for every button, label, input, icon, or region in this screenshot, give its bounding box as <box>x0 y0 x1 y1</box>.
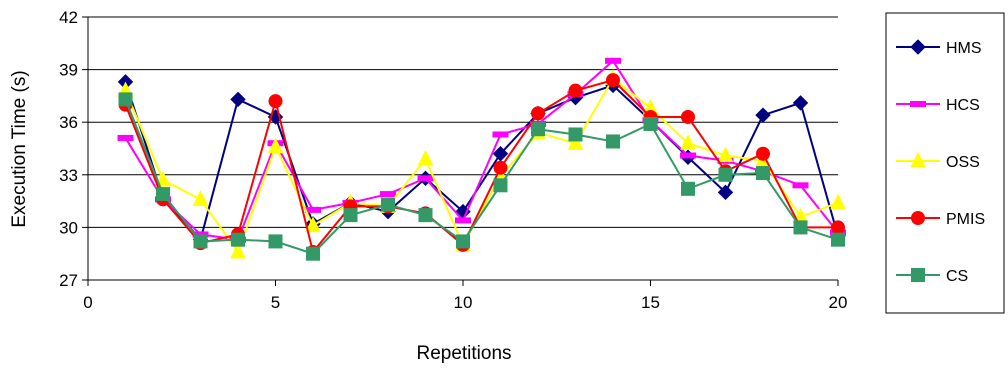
data-point-cs <box>118 92 133 107</box>
data-point-cs <box>231 232 245 247</box>
data-point-cs <box>756 166 770 181</box>
legend-label: OSS <box>946 154 980 171</box>
data-point-hcs <box>192 231 209 238</box>
data-point-cs <box>306 246 320 261</box>
series-pmis <box>118 73 845 259</box>
data-point-cs <box>606 134 620 149</box>
x-tick-label: 5 <box>271 293 280 312</box>
data-point-pmis <box>531 106 545 121</box>
data-point-hcs <box>792 182 809 189</box>
y-axis-title: Execution Time (s) <box>9 70 30 227</box>
data-point-hcs <box>605 57 621 64</box>
data-point-oss <box>680 134 696 150</box>
data-point-cs <box>418 208 433 223</box>
data-point-hms <box>792 95 809 111</box>
x-tick-labels: 0 5 10 15 20 <box>83 293 847 312</box>
data-point-oss <box>417 149 434 166</box>
x-tick-label: 15 <box>641 293 660 312</box>
y-tick-label: 42 <box>59 8 78 27</box>
legend-marker <box>911 211 925 225</box>
data-point-pmis <box>493 160 508 175</box>
data-point-pmis <box>606 73 620 88</box>
data-point-hcs <box>455 217 471 224</box>
legend-item-pmis: PMIS <box>896 211 985 228</box>
legend-label: HCS <box>946 97 980 114</box>
y-tick-labels: 27 30 33 36 39 42 <box>59 8 78 290</box>
x-tick-label: 0 <box>83 293 92 312</box>
data-point-oss <box>267 137 284 154</box>
data-point-pmis <box>681 109 695 124</box>
data-point-hms <box>492 146 509 162</box>
data-point-hcs <box>417 175 434 182</box>
legend-item-hms: HMS <box>896 39 982 57</box>
data-point-cs <box>681 181 695 196</box>
legend-item-hcs: HCS <box>896 97 980 114</box>
legend-box <box>885 12 1005 314</box>
data-point-pmis <box>831 220 845 235</box>
series-hms <box>117 74 846 248</box>
legend-item-oss: OSS <box>896 151 980 171</box>
legend-marker <box>910 39 926 55</box>
data-point-oss <box>830 193 846 210</box>
data-point-cs <box>531 122 545 137</box>
series-cs <box>118 92 845 261</box>
data-point-cs <box>568 127 583 142</box>
data-point-hms <box>230 91 246 108</box>
series-line-pmis <box>124 79 838 255</box>
y-tick-label: 36 <box>59 113 78 132</box>
data-point-hms <box>755 107 771 123</box>
legend-label: CS <box>946 268 968 285</box>
data-point-hcs <box>492 131 509 138</box>
y-tick-label: 33 <box>59 166 78 185</box>
data-point-hcs <box>380 191 396 198</box>
axes <box>82 16 839 286</box>
legend-marker <box>910 101 926 107</box>
data-point-hcs <box>117 134 134 141</box>
data-point-hcs <box>305 206 321 213</box>
data-point-hcs <box>680 152 696 159</box>
x-tick-label: 20 <box>829 293 848 312</box>
data-point-cs <box>343 208 358 223</box>
data-point-pmis <box>756 146 770 161</box>
data-point-cs <box>493 178 508 193</box>
data-point-oss <box>192 190 209 206</box>
data-point-cs <box>831 232 845 247</box>
y-tick-label: 30 <box>59 218 78 237</box>
x-axis-title: Repetitions <box>416 343 511 364</box>
series-line-hms <box>124 81 839 242</box>
legend-marker <box>911 268 925 282</box>
data-point-hms <box>717 184 734 201</box>
data-point-cs <box>718 167 733 182</box>
data-point-pmis <box>268 94 283 109</box>
data-point-oss <box>305 216 321 233</box>
y-tick-label: 27 <box>59 271 78 290</box>
y-tick-label: 39 <box>59 61 78 80</box>
data-point-oss <box>567 134 584 150</box>
legend-label: PMIS <box>946 211 985 228</box>
legend: HMS HCS OSS PMIS CS <box>885 12 1005 314</box>
data-point-cs <box>156 187 170 202</box>
data-point-cs <box>268 234 283 249</box>
data-point-cs <box>456 234 470 249</box>
data-point-cs <box>381 197 395 212</box>
data-point-pmis <box>568 83 583 98</box>
data-point-oss <box>717 146 734 163</box>
plot-area <box>117 57 846 261</box>
legend-item-cs: CS <box>896 268 968 285</box>
data-point-cs <box>793 220 808 235</box>
legend-marker <box>910 151 926 168</box>
series-line-oss <box>124 76 839 255</box>
data-point-cs <box>193 234 208 249</box>
data-point-cs <box>643 116 658 131</box>
x-tick-label: 10 <box>454 293 473 312</box>
data-point-oss <box>230 242 246 259</box>
legend-label: HMS <box>946 40 982 57</box>
